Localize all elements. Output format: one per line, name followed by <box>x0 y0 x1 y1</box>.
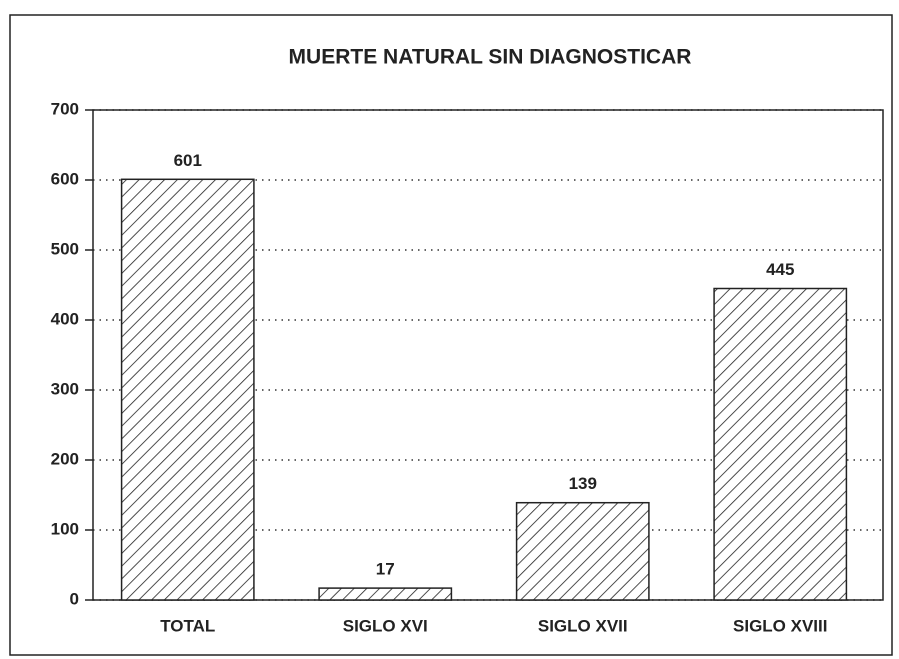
y-tick-label: 500 <box>51 239 79 258</box>
y-tick-label: 600 <box>51 169 79 188</box>
plot-border <box>92 109 884 601</box>
x-tick-label: SIGLO XVII <box>538 616 628 635</box>
bar <box>515 501 650 601</box>
chart-title: MUERTE NATURAL SIN DIAGNOSTICAR <box>289 46 692 69</box>
x-tick-label: SIGLO XVIII <box>733 616 827 635</box>
y-tick-label: 200 <box>51 449 79 468</box>
data-label: 445 <box>766 260 794 279</box>
bar <box>713 287 848 601</box>
data-label: 601 <box>174 151 202 170</box>
y-tick-label: 300 <box>51 379 79 398</box>
data-label: 139 <box>569 474 597 493</box>
x-tick-label: SIGLO XVI <box>343 616 428 635</box>
bar <box>120 178 255 601</box>
x-tick-label: TOTAL <box>160 616 215 635</box>
y-tick-label: 100 <box>51 519 79 538</box>
y-tick-label: 700 <box>51 99 79 118</box>
bar <box>318 587 453 601</box>
y-tick-label: 400 <box>51 309 79 328</box>
y-tick-label: 0 <box>70 589 79 608</box>
data-label: 17 <box>376 560 395 579</box>
